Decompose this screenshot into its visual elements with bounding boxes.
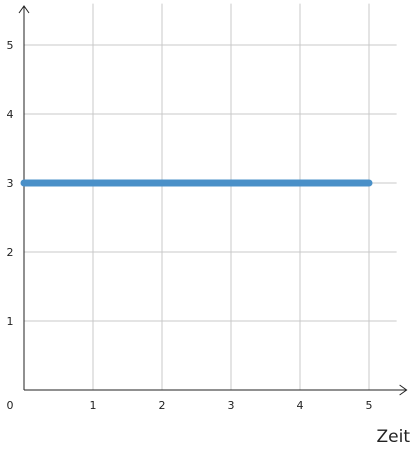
y-tick-label-5: 5 — [7, 39, 14, 52]
y-tick-label-2: 2 — [7, 246, 14, 259]
x-tick-label-2: 2 — [159, 399, 166, 412]
x-tick-label-3: 3 — [228, 399, 235, 412]
origin-label: 0 — [7, 399, 14, 412]
x-axis-arrow-icon — [399, 384, 408, 396]
y-tick-label-1: 1 — [7, 315, 14, 328]
grid — [24, 3, 397, 390]
y-axis-arrow-icon — [18, 5, 30, 14]
y-tick-label-3: 3 — [7, 177, 14, 190]
x-tick-label-5: 5 — [366, 399, 373, 412]
axes — [18, 5, 408, 396]
x-axis-title: Zeit — [377, 427, 411, 447]
tick-labels: 1 2 3 4 5 1 2 3 4 5 0 — [7, 39, 373, 412]
x-tick-label-4: 4 — [297, 399, 304, 412]
x-tick-label-1: 1 — [90, 399, 97, 412]
y-tick-label-4: 4 — [7, 108, 14, 121]
